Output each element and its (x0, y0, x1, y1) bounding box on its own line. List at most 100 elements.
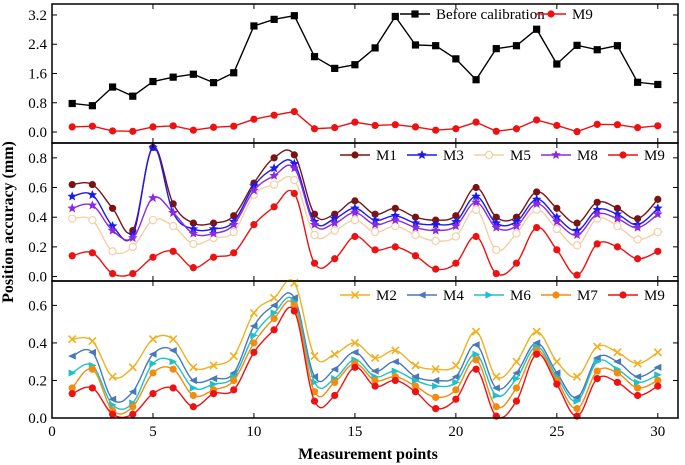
data-point (613, 358, 622, 366)
data-point (430, 225, 441, 235)
legend-label: M9 (644, 148, 665, 164)
y-tick-label: 0.2 (28, 240, 47, 256)
data-point (613, 204, 622, 212)
y-tick-label: 0.8 (28, 96, 47, 112)
data-point (310, 259, 319, 267)
data-point (107, 225, 118, 235)
data-point (410, 222, 421, 232)
data-point (633, 373, 642, 381)
series-m6 (68, 296, 662, 410)
data-point (67, 214, 77, 223)
data-point (108, 401, 117, 409)
panel-middle: 0.0 0.2 0.4 0.6 0.8 M1 M3 M5 M8 M9 (28, 142, 679, 286)
data-point (149, 390, 157, 398)
data-point (654, 80, 662, 89)
data-point (533, 223, 541, 232)
data-point (148, 335, 158, 344)
data-point (88, 249, 96, 257)
data-point (88, 102, 96, 110)
x-tick-label: 20 (448, 424, 463, 440)
data-point (371, 382, 379, 390)
data-point (351, 363, 359, 371)
data-point (613, 42, 622, 50)
data-point (653, 227, 663, 237)
series-m1 (68, 143, 662, 235)
y-tick-label: 0.2 (28, 373, 47, 389)
data-point (411, 382, 420, 390)
x-axis-title: Measurement points (298, 446, 438, 463)
data-point (653, 363, 662, 371)
y-tick-label: 0.0 (28, 125, 47, 141)
data-point (128, 232, 138, 243)
data-point (230, 386, 238, 394)
data-point (613, 378, 622, 386)
legend-swatch-marker (417, 291, 426, 299)
data-point (654, 376, 662, 385)
data-point (88, 348, 96, 356)
data-point (169, 365, 177, 373)
data-point (634, 378, 642, 386)
y-tick-label: 0.6 (28, 181, 47, 197)
panel-top: 0.0 0.8 1.6 2.4 3.2 Before calibration M9 (28, 3, 679, 144)
legend-label: M9 (644, 288, 665, 304)
legend-swatch-marker (485, 291, 494, 299)
data-point (351, 197, 359, 205)
data-point (67, 191, 77, 201)
data-point (310, 397, 319, 405)
legend-swatch-marker (619, 151, 627, 159)
data-point (653, 209, 663, 219)
data-point (552, 216, 562, 226)
plot-layer: 0.00.81.62.43.2 Before calibration M90.00.… (28, 3, 679, 440)
data-point (512, 397, 521, 405)
data-point (634, 78, 642, 86)
data-point (148, 350, 157, 358)
data-point (451, 373, 460, 381)
data-point (290, 294, 298, 302)
data-point (411, 388, 420, 396)
data-point (350, 215, 360, 225)
data-point (532, 339, 541, 347)
data-point (472, 365, 480, 373)
x-tick-label: 25 (549, 424, 564, 440)
legend-label: Before calibration (436, 7, 545, 23)
data-point (108, 83, 117, 91)
data-point (88, 336, 97, 346)
data-point (229, 351, 238, 361)
data-point (471, 191, 481, 201)
legend: Before calibration M9 (400, 7, 593, 23)
data-point (492, 245, 501, 255)
data-point (572, 241, 582, 250)
data-point (391, 243, 399, 251)
data-point (391, 12, 399, 21)
data-point (472, 183, 480, 192)
data-point (654, 382, 662, 390)
data-point (654, 122, 662, 130)
data-point (471, 197, 481, 207)
data-point (593, 198, 601, 206)
data-point (290, 307, 298, 315)
data-point (149, 359, 158, 368)
data-point (290, 151, 298, 159)
legend-swatch-marker (350, 290, 360, 300)
data-point (634, 215, 642, 223)
x-tick-label: 30 (650, 424, 665, 440)
legend-swatch-marker (411, 10, 419, 18)
data-point (250, 331, 259, 340)
data-point (593, 354, 601, 362)
data-point (249, 322, 258, 330)
y-tick-label: 3.2 (28, 8, 47, 24)
data-point (249, 185, 259, 195)
data-point (533, 188, 541, 196)
data-point (452, 386, 460, 394)
data-point (654, 195, 662, 203)
data-point (68, 335, 77, 344)
data-point (108, 395, 117, 403)
data-point (491, 222, 502, 232)
x-tick-label: 10 (246, 424, 261, 440)
legend-swatch-marker (551, 150, 561, 160)
data-point (189, 363, 198, 372)
data-point (553, 380, 561, 388)
data-point (552, 369, 561, 377)
series-m9 (68, 189, 662, 279)
data-point (391, 367, 400, 375)
